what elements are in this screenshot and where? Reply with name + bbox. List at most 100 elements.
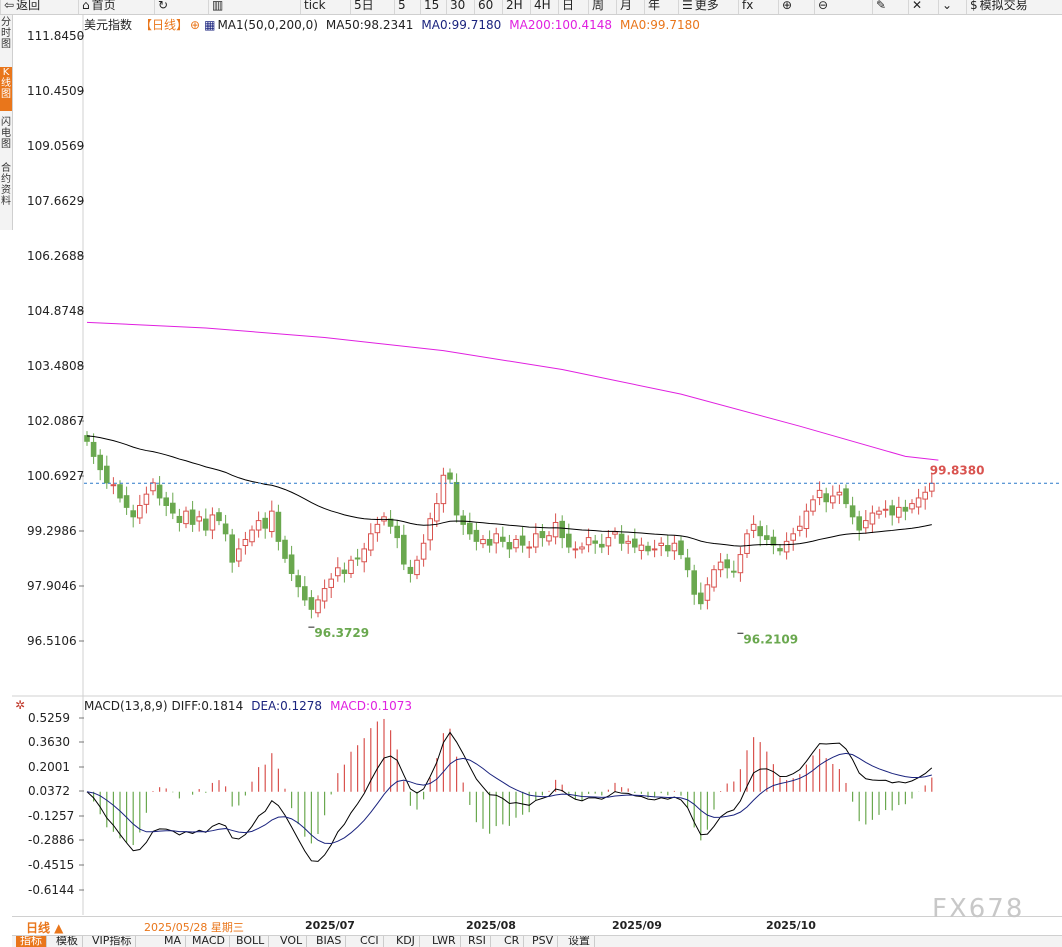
macd-macd-value: MACD:0.1073 bbox=[330, 699, 413, 713]
toolbar-btn-8[interactable]: 30 bbox=[450, 0, 465, 13]
y-tick-label: 104.8748 bbox=[27, 304, 84, 318]
check-icon: ⌄ bbox=[942, 0, 953, 12]
candle bbox=[915, 497, 922, 508]
toolbar-btn-5[interactable]: 5日 bbox=[354, 0, 374, 13]
toolbar-btn-13[interactable]: 周 bbox=[592, 0, 604, 13]
price-chart[interactable]: 111.8450 110.4509 109.0569 107.6629 106.2688… bbox=[0, 15, 1062, 915]
toolbar-divider bbox=[966, 0, 967, 14]
candle bbox=[757, 526, 764, 537]
toolbar-btn-12[interactable]: 日 bbox=[562, 0, 574, 13]
candle bbox=[572, 548, 579, 551]
candle bbox=[288, 554, 295, 574]
main-legend: 美元指数 【日线】 ⊕ ▦ MA1(50,0,200,0) MA50:98.2341 MA0… bbox=[84, 16, 708, 33]
x-axis: 日线 ▲ 2025/05/28 星期三 2025/07 2025/08 2025… bbox=[12, 916, 1062, 935]
toolbar-btn-11[interactable]: 4H bbox=[534, 0, 551, 13]
candle bbox=[882, 508, 889, 511]
ma-name[interactable]: MA1(50,0,200,0) bbox=[217, 18, 318, 32]
menu-button[interactable]: ☰ 更多 bbox=[682, 0, 719, 13]
zoom-out-button[interactable]: ⊖ bbox=[818, 0, 830, 13]
macd-settings-icon[interactable]: ✲ bbox=[15, 698, 26, 712]
toolbar-btn-15[interactable]: 年 bbox=[648, 0, 660, 13]
indicator-tab-10[interactable]: LWR bbox=[428, 936, 461, 947]
candle bbox=[427, 518, 433, 541]
candle bbox=[368, 533, 374, 551]
toolbar-btn-4[interactable]: tick bbox=[304, 0, 326, 13]
toolbar-btn-10[interactable]: 2H bbox=[506, 0, 523, 13]
toolbar-label: 首页 bbox=[91, 0, 116, 12]
candle bbox=[420, 542, 427, 560]
candle bbox=[137, 504, 143, 519]
indicator-tab-9[interactable]: KDJ bbox=[392, 936, 420, 947]
candle bbox=[625, 540, 632, 544]
indicator-tab-6[interactable]: VOL bbox=[276, 936, 308, 947]
toolbar-label: 5日 bbox=[354, 0, 374, 12]
indicator-tab-4[interactable]: MACD bbox=[188, 936, 230, 947]
back-button[interactable]: ⇦ 返回 bbox=[4, 0, 40, 13]
home-button[interactable]: ⌂ 首页 bbox=[82, 0, 116, 13]
period-label[interactable]: 【日线】 bbox=[140, 18, 189, 32]
indicator-tab-8[interactable]: CCI bbox=[356, 936, 384, 947]
indicator-tab-11[interactable]: RSI bbox=[464, 936, 491, 947]
toolbar-btn-14[interactable]: 月 bbox=[620, 0, 632, 13]
candle bbox=[335, 567, 341, 577]
toolbar-label: 周 bbox=[592, 0, 605, 12]
period-selector-button[interactable]: 日线 ▲ bbox=[26, 921, 64, 935]
candle bbox=[896, 506, 902, 518]
indicator-tab-3[interactable]: MA bbox=[160, 936, 187, 947]
instrument-title: 美元指数 bbox=[84, 18, 133, 32]
candle bbox=[361, 548, 367, 563]
toolbar-btn-6[interactable]: 5 bbox=[398, 0, 406, 13]
candle bbox=[849, 505, 856, 518]
indicator-tab-0[interactable]: 指标 bbox=[16, 936, 47, 947]
indicator-tab-2[interactable]: VIP指标 bbox=[88, 936, 137, 947]
candle bbox=[130, 510, 136, 518]
toolbar-btn-9[interactable]: 60 bbox=[478, 0, 493, 13]
indicator-tab-13[interactable]: PSV bbox=[528, 936, 559, 947]
indicator-tab-12[interactable]: CR bbox=[500, 936, 525, 947]
candle bbox=[282, 539, 288, 559]
candle bbox=[612, 531, 618, 535]
toolbar-label: 日 bbox=[562, 0, 575, 12]
macd-y-tick-label: 0.0372 bbox=[28, 784, 70, 798]
settings-icon[interactable]: ⊕ bbox=[190, 18, 201, 32]
candle bbox=[691, 570, 698, 595]
candle bbox=[493, 533, 499, 544]
toolbar-divider bbox=[588, 0, 589, 14]
refresh-button[interactable]: ↻ bbox=[158, 0, 170, 13]
macd-name[interactable]: MACD(13,8,9) bbox=[84, 699, 168, 713]
toolbar-label: 更多 bbox=[694, 0, 719, 12]
dollar-button[interactable]: $ 模拟交易 bbox=[970, 0, 1028, 13]
macd-y-tick-label: 0.5259 bbox=[28, 711, 70, 725]
formula-button[interactable]: fx bbox=[742, 0, 753, 13]
sidebar-tab-3[interactable]: 合约资料 bbox=[1, 163, 11, 207]
toolbar-divider bbox=[394, 0, 395, 14]
indicator-tab-14[interactable]: 设置 bbox=[564, 936, 595, 947]
macd-y-tick-label: -0.6144 bbox=[28, 883, 74, 897]
candle bbox=[678, 540, 684, 556]
ma-settings-icon[interactable]: ▦ bbox=[204, 18, 216, 32]
draw-button[interactable]: ✎ bbox=[876, 0, 888, 13]
toolbar-label: fx bbox=[742, 0, 754, 12]
candle bbox=[526, 546, 533, 549]
candle bbox=[803, 510, 810, 530]
y-tick-label: 111.8450 bbox=[27, 29, 84, 43]
indicator-tab-5[interactable]: BOLL bbox=[232, 936, 270, 947]
y-tick-label: 109.0569 bbox=[27, 139, 84, 153]
sidebar-tab-0[interactable]: 分时图 bbox=[1, 17, 11, 50]
candle bbox=[559, 520, 566, 539]
check-button[interactable]: ⌄ bbox=[942, 0, 954, 13]
candle bbox=[889, 505, 896, 516]
candle bbox=[823, 493, 830, 503]
sidebar-tab-2[interactable]: 闪电图 bbox=[1, 117, 11, 150]
toolbar-btn-7[interactable]: 15 bbox=[424, 0, 439, 13]
indicator-tab-7[interactable]: BIAS bbox=[312, 936, 347, 947]
indicator-tab-1[interactable]: 模板 bbox=[52, 936, 83, 947]
zoom-button[interactable]: ⊕ bbox=[782, 0, 794, 13]
sidebar-tab-1[interactable]: K线图 bbox=[0, 67, 12, 111]
toolbar-divider bbox=[938, 0, 939, 14]
macd-y-tick-label: -0.1257 bbox=[28, 809, 74, 823]
macd-diff-line bbox=[86, 731, 933, 862]
close-button[interactable]: ✕ bbox=[912, 0, 924, 13]
bar-chart-button[interactable]: ▥ bbox=[212, 0, 225, 13]
macd-y-tick-label: 0.2001 bbox=[28, 760, 70, 774]
